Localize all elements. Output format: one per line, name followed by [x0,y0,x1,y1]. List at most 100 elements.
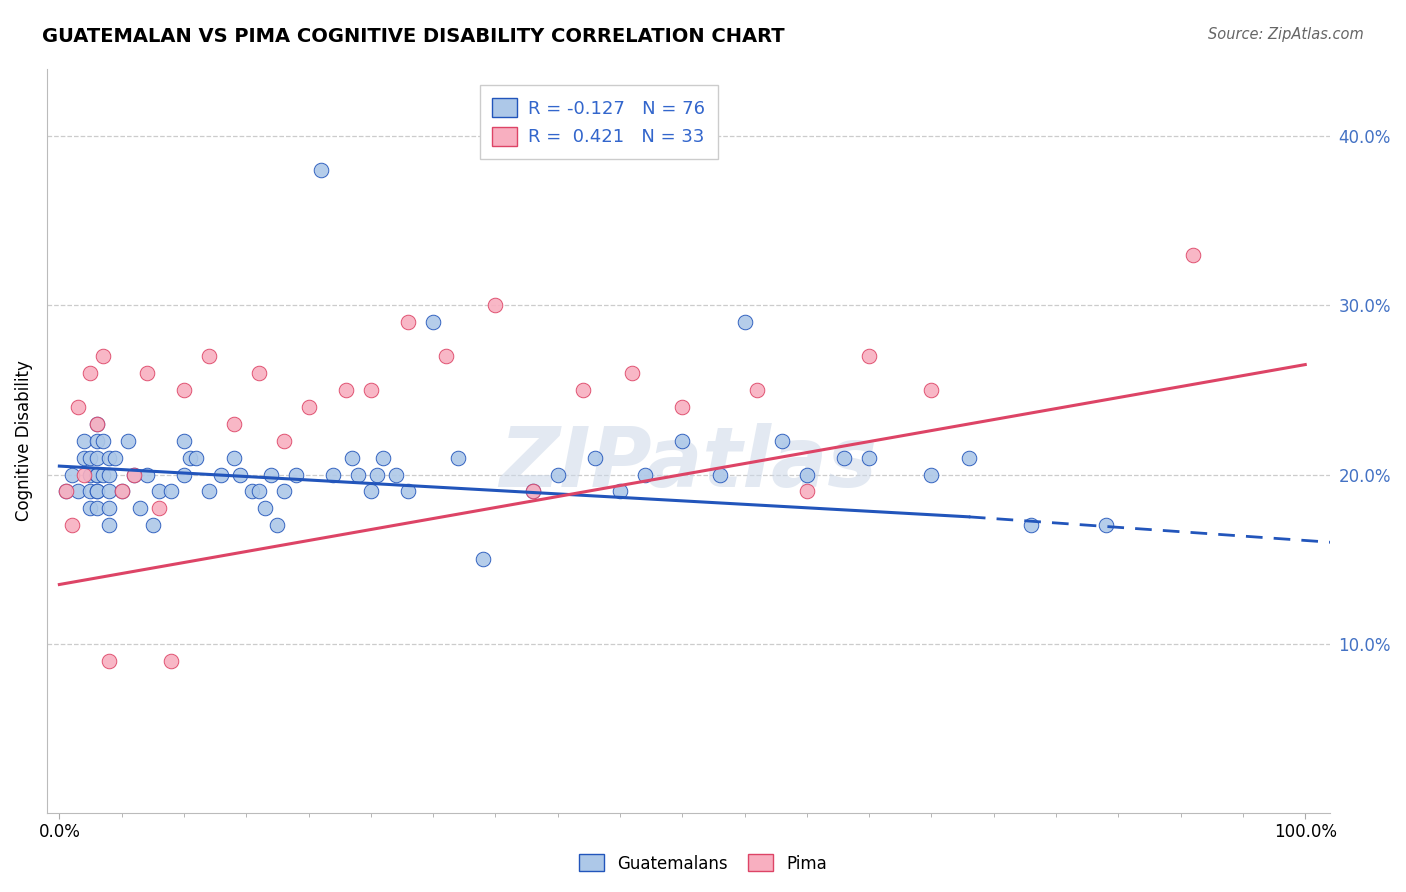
Point [222,450,245,465]
Point [186,450,208,465]
Point [253,501,276,516]
Point [67,484,90,499]
Point [148,501,170,516]
Point [209,467,232,482]
Point [55,484,77,499]
Point [471,552,494,566]
Point [634,467,657,482]
Point [60,518,83,533]
Point [86,484,108,499]
Point [198,484,221,499]
Legend: R = -0.127   N = 76, R =  0.421   N = 33: R = -0.127 N = 76, R = 0.421 N = 33 [479,85,718,159]
Point [86,467,108,482]
Point [309,163,332,178]
Point [91,467,114,482]
Point [79,467,101,482]
Point [73,467,96,482]
Point [709,467,731,482]
Point [266,518,288,533]
Point [285,467,308,482]
Point [832,450,855,465]
Point [79,484,101,499]
Point [247,484,270,499]
Point [98,518,121,533]
Legend: Guatemalans, Pima: Guatemalans, Pima [572,847,834,880]
Point [122,467,145,482]
Point [173,467,195,482]
Point [247,366,270,380]
Point [142,518,165,533]
Point [609,484,631,499]
Point [921,383,943,397]
Y-axis label: Cognitive Disability: Cognitive Disability [15,360,32,521]
Point [671,400,693,414]
Point [796,484,818,499]
Point [79,366,101,380]
Point [73,450,96,465]
Point [921,467,943,482]
Point [242,484,264,499]
Point [173,383,195,397]
Point [86,450,108,465]
Point [422,315,444,329]
Point [621,366,644,380]
Point [347,467,370,482]
Point [86,434,108,448]
Point [447,450,470,465]
Point [60,467,83,482]
Point [104,450,127,465]
Point [522,484,544,499]
Point [796,467,818,482]
Point [360,484,382,499]
Point [135,467,157,482]
Point [396,484,419,499]
Point [322,467,344,482]
Point [1019,518,1042,533]
Point [79,501,101,516]
Text: GUATEMALAN VS PIMA COGNITIVE DISABILITY CORRELATION CHART: GUATEMALAN VS PIMA COGNITIVE DISABILITY … [42,27,785,45]
Point [117,434,139,448]
Point [135,366,157,380]
Point [198,349,221,363]
Point [160,484,183,499]
Point [770,434,793,448]
Point [179,450,201,465]
Point [148,484,170,499]
Point [260,467,283,482]
Point [98,654,121,668]
Point [858,349,880,363]
Point [91,434,114,448]
Point [86,467,108,482]
Point [1182,247,1205,261]
Text: ZIPatlas: ZIPatlas [499,423,877,504]
Point [335,383,357,397]
Point [160,654,183,668]
Point [384,467,406,482]
Point [98,450,121,465]
Point [73,434,96,448]
Point [434,349,457,363]
Point [86,501,108,516]
Point [273,434,295,448]
Point [129,501,152,516]
Point [98,501,121,516]
Point [297,400,319,414]
Point [55,484,77,499]
Point [484,298,506,312]
Point [583,450,606,465]
Point [86,417,108,431]
Point [396,315,419,329]
Point [222,417,245,431]
Point [111,484,134,499]
Text: Source: ZipAtlas.com: Source: ZipAtlas.com [1208,27,1364,42]
Point [98,467,121,482]
Point [373,450,395,465]
Point [67,400,90,414]
Point [91,349,114,363]
Point [229,467,252,482]
Point [571,383,593,397]
Point [671,434,693,448]
Point [734,315,756,329]
Point [1095,518,1118,533]
Point [111,484,134,499]
